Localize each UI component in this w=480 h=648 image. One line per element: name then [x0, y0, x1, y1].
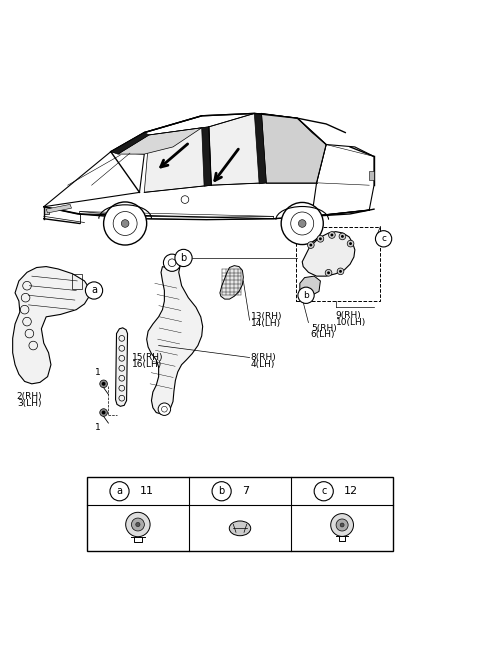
Polygon shape [147, 259, 203, 414]
Polygon shape [369, 171, 374, 180]
Circle shape [340, 523, 344, 527]
Circle shape [136, 522, 140, 527]
Circle shape [175, 249, 192, 266]
Circle shape [104, 202, 147, 245]
Text: 5(RH): 5(RH) [311, 324, 336, 333]
Circle shape [100, 380, 108, 388]
Text: 6(LH): 6(LH) [311, 330, 336, 339]
Text: 13(RH): 13(RH) [251, 312, 282, 321]
Polygon shape [220, 266, 243, 299]
Polygon shape [116, 328, 128, 406]
Circle shape [299, 220, 306, 227]
Circle shape [339, 270, 342, 273]
Bar [297, 227, 380, 301]
Circle shape [212, 481, 231, 501]
Circle shape [375, 231, 392, 247]
Circle shape [325, 270, 332, 276]
Circle shape [328, 231, 335, 238]
Circle shape [85, 282, 103, 299]
Text: 15(RH): 15(RH) [132, 353, 164, 362]
Polygon shape [254, 113, 266, 184]
Circle shape [281, 202, 323, 244]
Circle shape [308, 242, 314, 248]
Bar [87, 477, 393, 551]
Polygon shape [44, 152, 144, 207]
Circle shape [126, 513, 150, 537]
Circle shape [327, 272, 330, 274]
Circle shape [341, 235, 344, 238]
Circle shape [336, 519, 348, 531]
Circle shape [337, 268, 344, 275]
Circle shape [331, 514, 353, 537]
Circle shape [102, 411, 106, 415]
Polygon shape [46, 204, 72, 213]
Text: 3(LH): 3(LH) [17, 399, 42, 408]
Circle shape [310, 244, 312, 246]
Circle shape [132, 518, 144, 531]
Text: c: c [321, 486, 326, 496]
Polygon shape [144, 127, 211, 192]
Bar [72, 274, 82, 288]
Text: 1: 1 [95, 423, 101, 432]
Circle shape [158, 403, 170, 415]
Polygon shape [302, 231, 355, 276]
Circle shape [330, 233, 333, 237]
Text: c: c [381, 235, 386, 243]
Text: 14(LH): 14(LH) [251, 319, 281, 328]
Circle shape [121, 220, 129, 227]
Text: a: a [91, 286, 97, 295]
Text: 10(LH): 10(LH) [336, 318, 366, 327]
Text: 1: 1 [95, 367, 101, 376]
Polygon shape [111, 133, 149, 154]
Circle shape [298, 287, 314, 303]
Circle shape [317, 235, 324, 242]
Circle shape [349, 242, 352, 245]
Circle shape [319, 237, 322, 240]
Ellipse shape [229, 521, 251, 536]
Circle shape [110, 481, 129, 501]
Circle shape [314, 481, 333, 501]
Text: 8(RH): 8(RH) [251, 353, 276, 362]
Text: 4(LH): 4(LH) [251, 360, 275, 369]
Text: 16(LH): 16(LH) [132, 360, 163, 369]
Text: 7: 7 [242, 486, 249, 496]
Circle shape [102, 382, 106, 386]
Polygon shape [80, 211, 274, 220]
Circle shape [347, 240, 354, 247]
Polygon shape [202, 127, 211, 186]
Polygon shape [312, 145, 374, 216]
Text: 2(RH): 2(RH) [17, 392, 42, 401]
Text: a: a [117, 486, 122, 496]
Circle shape [163, 254, 180, 272]
Text: b: b [180, 253, 187, 263]
Polygon shape [300, 276, 321, 295]
Polygon shape [12, 266, 89, 384]
Polygon shape [44, 207, 48, 214]
Circle shape [100, 409, 108, 417]
Text: 9(RH): 9(RH) [336, 310, 361, 319]
Text: 11: 11 [140, 486, 154, 496]
Polygon shape [262, 113, 326, 183]
Circle shape [339, 233, 346, 240]
Polygon shape [118, 128, 202, 154]
Text: 12: 12 [344, 486, 358, 496]
Text: b: b [303, 291, 309, 300]
Text: b: b [218, 486, 225, 496]
Polygon shape [209, 113, 266, 185]
